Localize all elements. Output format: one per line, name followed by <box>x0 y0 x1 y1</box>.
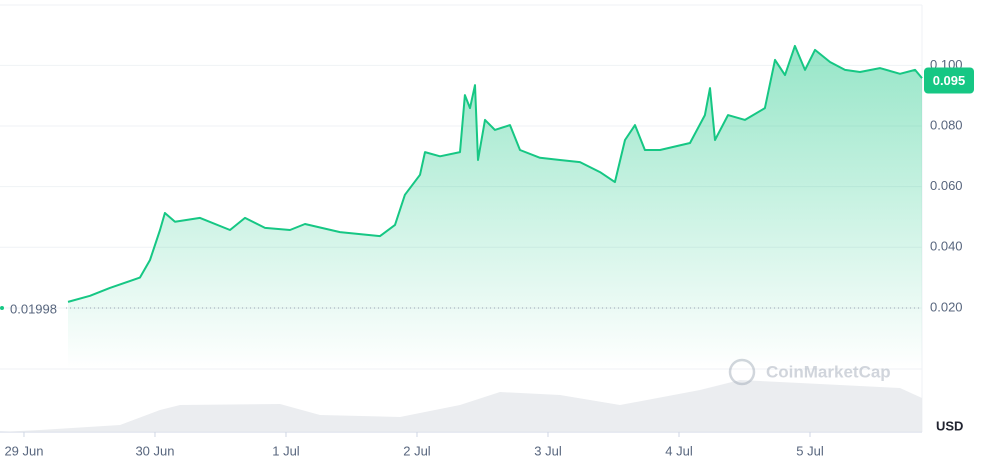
open-price-label: 0.01998 <box>10 301 57 316</box>
x-tick-label: 3 Jul <box>534 443 562 458</box>
volume-area <box>0 380 922 432</box>
x-tick-label: 4 Jul <box>665 443 693 458</box>
price-area <box>67 45 923 369</box>
y-tick-label: 0.080 <box>930 117 963 132</box>
currency-label: USD <box>936 418 963 433</box>
price-line <box>67 44 923 303</box>
x-tick-label: 5 Jul <box>796 443 824 458</box>
y-tick-label: 0.020 <box>930 299 963 314</box>
x-tick-label: 29 Jun <box>4 443 43 458</box>
x-tick-label: 2 Jul <box>403 443 431 458</box>
y-tick-label: 0.060 <box>930 178 963 193</box>
current-price-badge <box>924 67 974 94</box>
open-price-dot <box>0 306 4 311</box>
x-tick-label: 1 Jul <box>272 443 300 458</box>
y-tick-label: 0.040 <box>930 239 963 254</box>
current-price-label: 0.095 <box>933 73 966 88</box>
x-tick-label: 30 Jun <box>135 443 174 458</box>
